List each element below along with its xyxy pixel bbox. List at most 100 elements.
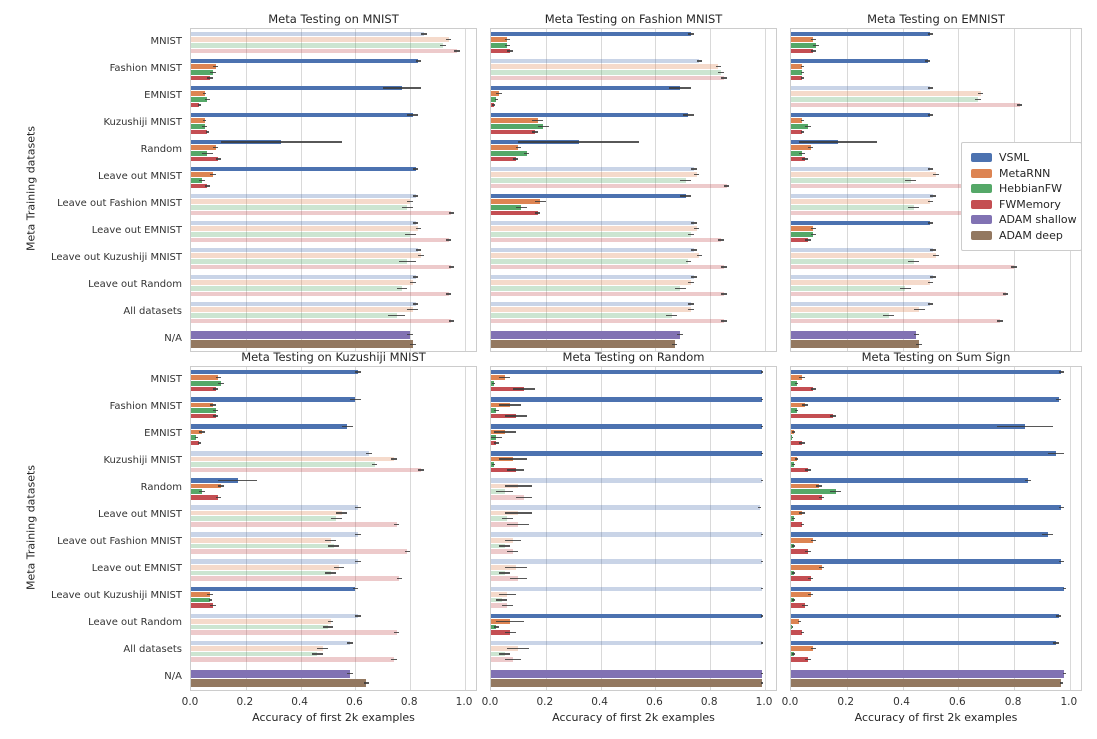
gridline <box>710 29 712 351</box>
subplot-3 <box>190 366 477 691</box>
bar <box>491 586 763 592</box>
bar <box>191 145 216 150</box>
bar <box>791 286 906 291</box>
bar <box>791 166 931 172</box>
bar <box>491 247 694 253</box>
bar <box>791 301 931 307</box>
bar <box>791 48 814 54</box>
y-axis-title: Meta Training datasets <box>24 125 38 252</box>
bar <box>491 75 724 81</box>
error-bar <box>1055 615 1062 617</box>
error-bar <box>691 276 697 278</box>
error-bar <box>669 87 692 89</box>
bar <box>491 640 763 646</box>
error-bar <box>807 593 814 596</box>
error-bar <box>905 179 917 181</box>
bar <box>191 456 394 462</box>
error-bar <box>328 545 339 547</box>
error-bar <box>496 490 513 493</box>
bar <box>191 274 416 280</box>
error-bar <box>352 588 359 590</box>
bar <box>191 280 413 285</box>
error-bar <box>800 523 804 526</box>
subplot-0 <box>190 28 477 352</box>
error-bar <box>1053 642 1059 644</box>
bar <box>491 494 524 500</box>
bar <box>491 70 722 75</box>
subplot-title: Meta Testing on EMNIST <box>867 12 1005 26</box>
error-bar <box>492 104 496 106</box>
error-bar <box>355 371 361 373</box>
error-bar <box>671 343 678 345</box>
bar <box>791 264 1015 270</box>
category-label: Leave out Kuzushiji MNIST <box>50 251 182 263</box>
bar <box>791 386 814 392</box>
bar <box>491 505 760 510</box>
category-label: MNIST <box>150 373 182 385</box>
bar <box>191 124 205 129</box>
bar <box>491 340 675 349</box>
error-bar <box>215 377 222 379</box>
bar <box>791 657 808 663</box>
bar <box>791 456 797 462</box>
error-bar <box>507 523 530 526</box>
error-bar <box>507 550 519 553</box>
error-bar <box>492 463 496 466</box>
bar <box>491 193 686 199</box>
bar <box>791 369 1062 375</box>
bar <box>791 97 978 102</box>
error-bar <box>924 60 931 62</box>
error-bar <box>685 260 692 262</box>
bar <box>491 232 692 237</box>
x-tick-label: 0.2 <box>536 696 554 708</box>
bar <box>791 313 889 318</box>
error-bar <box>515 496 533 498</box>
error-bar <box>207 77 213 79</box>
category-label: All datasets <box>123 644 182 656</box>
error-bar <box>396 577 402 580</box>
bar <box>491 85 681 91</box>
category-label: Fashion MNIST <box>109 62 182 74</box>
subplot-4 <box>490 366 777 691</box>
bar <box>491 516 508 522</box>
error-bar <box>448 266 455 268</box>
error-bar <box>800 71 804 73</box>
bar <box>191 85 402 91</box>
error-bar <box>415 228 422 230</box>
error-bar <box>495 98 498 100</box>
bar <box>491 678 763 688</box>
error-bar <box>212 388 219 390</box>
bar <box>491 451 763 456</box>
error-bar <box>532 120 544 122</box>
error-bar <box>688 303 694 305</box>
error-bar <box>761 615 764 617</box>
bar <box>491 478 763 483</box>
error-bar <box>201 152 213 154</box>
x-tick-label: 0.4 <box>291 696 308 708</box>
error-bar <box>493 442 500 444</box>
error-bar <box>899 287 911 289</box>
error-bar <box>883 314 895 316</box>
bar <box>791 280 931 285</box>
bar <box>191 129 208 135</box>
bar <box>491 156 516 162</box>
error-bar <box>499 458 527 460</box>
error-bar <box>355 533 361 536</box>
bar <box>791 318 1001 324</box>
bar <box>491 37 508 42</box>
error-bar <box>445 239 452 241</box>
bar <box>491 124 544 129</box>
error-bar <box>501 518 513 520</box>
bar <box>791 205 914 210</box>
error-bar <box>792 572 796 574</box>
error-bar <box>534 212 541 214</box>
error-bar <box>721 293 727 295</box>
error-bar <box>721 77 727 79</box>
gridline <box>545 367 547 690</box>
error-bar <box>933 255 939 257</box>
bar <box>791 522 803 527</box>
bar <box>191 489 202 494</box>
bar <box>491 286 681 291</box>
gridline <box>410 29 412 351</box>
bar <box>791 58 928 64</box>
